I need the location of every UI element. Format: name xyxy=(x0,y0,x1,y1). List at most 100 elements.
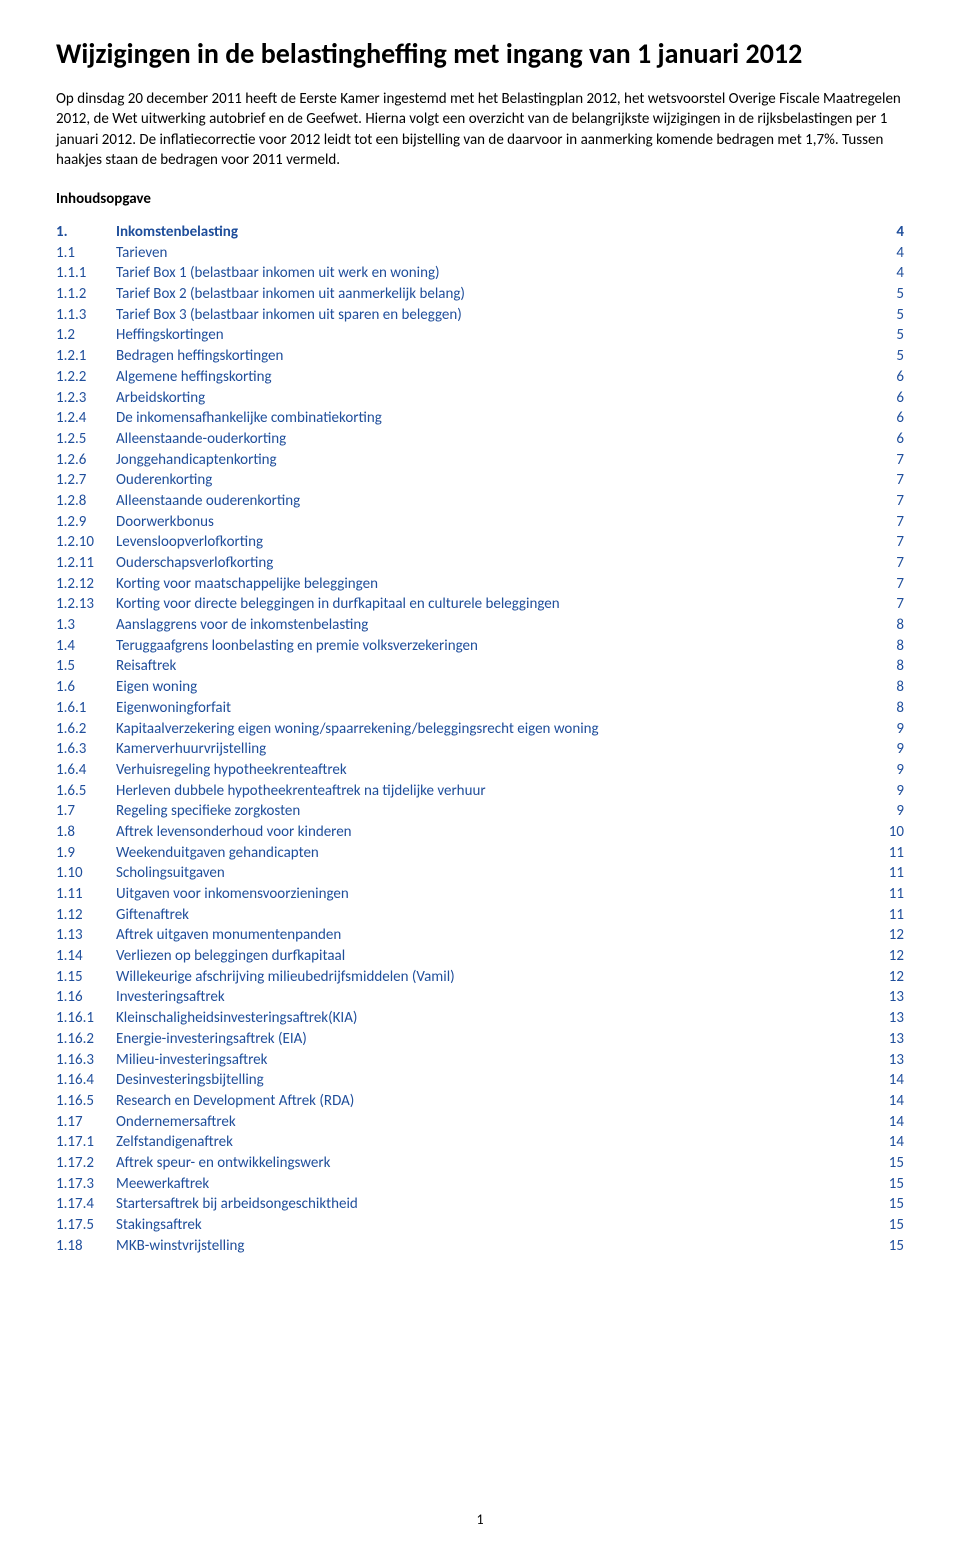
toc-title: Eigenwoningforfait xyxy=(116,698,876,719)
toc-row[interactable]: 1.16.4Desinvesteringsbijtelling14 xyxy=(56,1070,904,1091)
toc-row[interactable]: 1.5Reisaftrek8 xyxy=(56,656,904,677)
toc-row[interactable]: 1.2.5Alleenstaande-ouderkorting6 xyxy=(56,429,904,450)
toc-number: 1.17.5 xyxy=(56,1215,116,1236)
toc-row[interactable]: 1.16.2Energie-investeringsaftrek (EIA)13 xyxy=(56,1029,904,1050)
toc-row[interactable]: 1.13Aftrek uitgaven monumentenpanden12 xyxy=(56,925,904,946)
toc-page: 13 xyxy=(876,987,904,1008)
toc-row[interactable]: 1.12Giftenaftrek11 xyxy=(56,905,904,926)
toc-number: 1.11 xyxy=(56,884,116,905)
toc-row[interactable]: 1.6.2Kapitaalverzekering eigen woning/sp… xyxy=(56,719,904,740)
toc-page: 13 xyxy=(876,1050,904,1071)
toc-number: 1.17.2 xyxy=(56,1153,116,1174)
toc-number: 1.2.9 xyxy=(56,512,116,533)
toc-row[interactable]: 1.9Weekenduitgaven gehandicapten11 xyxy=(56,843,904,864)
toc-row[interactable]: 1.2.10Levensloopverlofkorting7 xyxy=(56,532,904,553)
toc-row[interactable]: 1.15Willekeurige afschrijving milieubedr… xyxy=(56,967,904,988)
toc-number: 1.18 xyxy=(56,1236,116,1257)
toc-title: Giftenaftrek xyxy=(116,905,876,926)
toc-row[interactable]: 1.18MKB-winstvrijstelling15 xyxy=(56,1236,904,1257)
toc-row[interactable]: 1.2.12Korting voor maatschappelijke bele… xyxy=(56,574,904,595)
toc-row[interactable]: 1.17.2Aftrek speur- en ontwikkelingswerk… xyxy=(56,1153,904,1174)
toc-number: 1.14 xyxy=(56,946,116,967)
toc-row[interactable]: 1.2.9Doorwerkbonus7 xyxy=(56,512,904,533)
toc-row[interactable]: 1.1.2Tarief Box 2 (belastbaar inkomen ui… xyxy=(56,284,904,305)
toc-title: Algemene heffingskorting xyxy=(116,367,876,388)
toc-number: 1.15 xyxy=(56,967,116,988)
toc-page: 15 xyxy=(876,1153,904,1174)
toc-title: Tarieven xyxy=(116,243,876,264)
toc-row[interactable]: 1.3Aanslaggrens voor de inkomstenbelasti… xyxy=(56,615,904,636)
toc-row[interactable]: 1.2.4De inkomensafhankelijke combinatiek… xyxy=(56,408,904,429)
toc-row[interactable]: 1.6.3Kamerverhuurvrijstelling9 xyxy=(56,739,904,760)
toc-number: 1.17 xyxy=(56,1112,116,1133)
toc-row[interactable]: 1.1.3Tarief Box 3 (belastbaar inkomen ui… xyxy=(56,305,904,326)
toc-row[interactable]: 1.1Tarieven4 xyxy=(56,243,904,264)
toc-row[interactable]: 1.11Uitgaven voor inkomensvoorzieningen1… xyxy=(56,884,904,905)
toc-title: Weekenduitgaven gehandicapten xyxy=(116,843,876,864)
toc-page: 13 xyxy=(876,1008,904,1029)
toc-page: 11 xyxy=(876,884,904,905)
toc-row[interactable]: 1.6.5Herleven dubbele hypotheekrenteaftr… xyxy=(56,781,904,802)
toc-title: Verhuisregeling hypotheekrenteaftrek xyxy=(116,760,876,781)
toc-row[interactable]: 1.6.1Eigenwoningforfait8 xyxy=(56,698,904,719)
toc-row[interactable]: 1.16Investeringsaftrek13 xyxy=(56,987,904,1008)
toc-row[interactable]: 1.2.8Alleenstaande ouderenkorting7 xyxy=(56,491,904,512)
toc-row[interactable]: 1.10Scholingsuitgaven11 xyxy=(56,863,904,884)
toc-title: Willekeurige afschrijving milieubedrijfs… xyxy=(116,967,876,988)
toc-row[interactable]: 1.17.1Zelfstandigenaftrek14 xyxy=(56,1132,904,1153)
toc-row[interactable]: 1.2.7Ouderenkorting7 xyxy=(56,470,904,491)
toc-title: Korting voor directe beleggingen in durf… xyxy=(116,594,876,615)
toc-page: 7 xyxy=(876,532,904,553)
toc-row[interactable]: 1.Inkomstenbelasting4 xyxy=(56,222,904,243)
toc-page: 7 xyxy=(876,450,904,471)
toc-page: 6 xyxy=(876,388,904,409)
toc-title: Desinvesteringsbijtelling xyxy=(116,1070,876,1091)
toc-row[interactable]: 1.2.1Bedragen heffingskortingen5 xyxy=(56,346,904,367)
document-page: Wijzigingen in de belastingheffing met i… xyxy=(0,0,960,1544)
toc-row[interactable]: 1.17.3Meewerkaftrek15 xyxy=(56,1174,904,1195)
toc-row[interactable]: 1.2.6Jonggehandicaptenkorting7 xyxy=(56,450,904,471)
toc-row[interactable]: 1.2.11Ouderschapsverlofkorting7 xyxy=(56,553,904,574)
toc-row[interactable]: 1.17Ondernemersaftrek14 xyxy=(56,1112,904,1133)
toc-row[interactable]: 1.2.3Arbeidskorting6 xyxy=(56,388,904,409)
toc-title: Tarief Box 3 (belastbaar inkomen uit spa… xyxy=(116,305,876,326)
toc-number: 1.8 xyxy=(56,822,116,843)
toc-title: Alleenstaande ouderenkorting xyxy=(116,491,876,512)
toc-row[interactable]: 1.6.4Verhuisregeling hypotheekrenteaftre… xyxy=(56,760,904,781)
toc-number: 1.7 xyxy=(56,801,116,822)
toc-row[interactable]: 1.16.1Kleinschaligheidsinvesteringsaftre… xyxy=(56,1008,904,1029)
toc-number: 1.2.11 xyxy=(56,553,116,574)
toc-row[interactable]: 1.17.5Stakingsaftrek15 xyxy=(56,1215,904,1236)
toc-row[interactable]: 1.17.4Startersaftrek bij arbeidsongeschi… xyxy=(56,1194,904,1215)
toc-page: 5 xyxy=(876,325,904,346)
toc-title: De inkomensafhankelijke combinatiekortin… xyxy=(116,408,876,429)
toc-row[interactable]: 1.8Aftrek levensonderhoud voor kinderen1… xyxy=(56,822,904,843)
toc-row[interactable]: 1.2.13Korting voor directe beleggingen i… xyxy=(56,594,904,615)
toc-page: 14 xyxy=(876,1112,904,1133)
toc-page: 4 xyxy=(876,222,904,243)
toc-title: Jonggehandicaptenkorting xyxy=(116,450,876,471)
toc-row[interactable]: 1.6Eigen woning8 xyxy=(56,677,904,698)
page-title: Wijzigingen in de belastingheffing met i… xyxy=(56,36,904,71)
toc-page: 4 xyxy=(876,243,904,264)
toc-page: 6 xyxy=(876,429,904,450)
toc-row[interactable]: 1.4Teruggaafgrens loonbelasting en premi… xyxy=(56,636,904,657)
toc-number: 1.16.4 xyxy=(56,1070,116,1091)
toc-row[interactable]: 1.14Verliezen op beleggingen durfkapitaa… xyxy=(56,946,904,967)
toc-page: 7 xyxy=(876,553,904,574)
toc-title: Stakingsaftrek xyxy=(116,1215,876,1236)
toc-row[interactable]: 1.1.1Tarief Box 1 (belastbaar inkomen ui… xyxy=(56,263,904,284)
toc-page: 10 xyxy=(876,822,904,843)
toc-page: 11 xyxy=(876,905,904,926)
toc-row[interactable]: 1.2.2Algemene heffingskorting6 xyxy=(56,367,904,388)
toc-page: 7 xyxy=(876,470,904,491)
toc-page: 8 xyxy=(876,636,904,657)
toc-row[interactable]: 1.16.5Research en Development Aftrek (RD… xyxy=(56,1091,904,1112)
intro-paragraph: Op dinsdag 20 december 2011 heeft de Eer… xyxy=(56,89,904,170)
toc-row[interactable]: 1.16.3Milieu-investeringsaftrek13 xyxy=(56,1050,904,1071)
toc-row[interactable]: 1.2Heffingskortingen5 xyxy=(56,325,904,346)
toc-title: Inkomstenbelasting xyxy=(116,222,876,243)
toc-title: Teruggaafgrens loonbelasting en premie v… xyxy=(116,636,876,657)
toc-row[interactable]: 1.7Regeling specifieke zorgkosten9 xyxy=(56,801,904,822)
toc-title: Aftrek speur- en ontwikkelingswerk xyxy=(116,1153,876,1174)
